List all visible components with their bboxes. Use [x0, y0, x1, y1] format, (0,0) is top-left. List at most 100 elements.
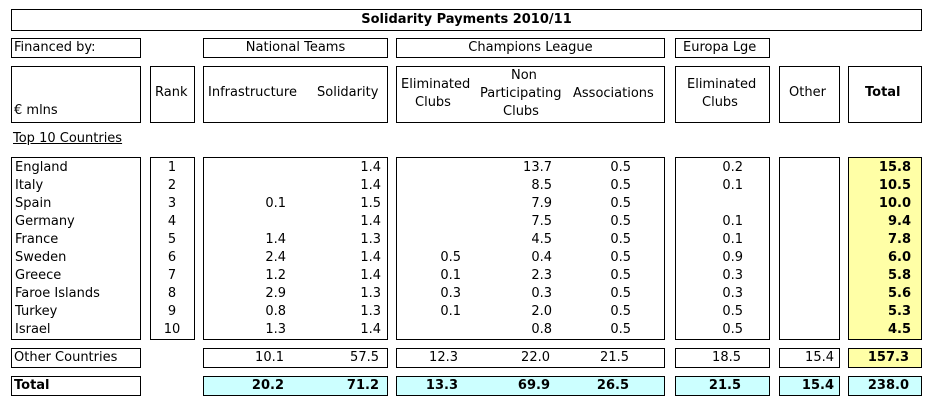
cell-cl-elim: 0.3 — [440, 286, 461, 301]
other-countries-cl-nonpart: 22.0 — [521, 350, 550, 365]
other-header: Other — [779, 66, 840, 123]
table-title: Solidarity Payments 2010/11 — [11, 9, 922, 31]
cell-solid: 1.4 — [360, 268, 381, 283]
cell-assoc: 0.5 — [610, 232, 631, 247]
other-countries-label-box: Other Countries — [11, 348, 141, 368]
grand-total-total-box: 238.0 — [848, 376, 922, 396]
grand-total-national-box: 20.2 71.2 — [203, 376, 388, 396]
cell-cl-nonpart: 4.5 — [531, 232, 552, 247]
cell-total: 6.0 — [887, 250, 911, 265]
cell-cl-elim: 0.1 — [440, 304, 461, 319]
grand-total-infra: 20.2 — [251, 378, 284, 393]
cell-rank: 2 — [167, 178, 177, 193]
cell-cl-nonpart: 2.0 — [531, 304, 552, 319]
cell-el-elim: 0.9 — [722, 250, 743, 265]
grand-total-total: 238.0 — [867, 378, 909, 393]
cell-total: 10.0 — [878, 196, 911, 211]
group-national-teams: National Teams — [203, 38, 388, 58]
other-countries-total: 157.3 — [867, 350, 909, 365]
cell-infra: 0.8 — [265, 304, 286, 319]
cell-country: Spain — [15, 196, 52, 211]
cell-cl-nonpart: 0.4 — [531, 250, 552, 265]
el-eliminated-line2: Clubs — [702, 95, 738, 110]
grand-total-cl-box: 13.3 69.9 26.5 — [396, 376, 665, 396]
cell-country: Sweden — [15, 250, 67, 265]
other-countries-national-box: 10.1 57.5 — [203, 348, 388, 368]
cell-infra: 1.4 — [265, 232, 286, 247]
cell-rank: 5 — [167, 232, 177, 247]
cell-cl-nonpart: 13.7 — [523, 160, 552, 175]
other-header-text: Other — [789, 85, 826, 100]
group-champions-league-text: Champions League — [468, 40, 593, 55]
group-national-teams-text: National Teams — [245, 40, 346, 55]
national-teams-header: Infrastructure Solidarity — [203, 66, 388, 123]
other-countries-cl-box: 12.3 22.0 21.5 — [396, 348, 665, 368]
cell-rank: 3 — [167, 196, 177, 211]
cell-assoc: 0.5 — [610, 322, 631, 337]
cl-eliminated-line2: Clubs — [415, 95, 451, 110]
europa-lge-header: Eliminated Clubs — [675, 66, 770, 123]
cell-solid: 1.4 — [360, 322, 381, 337]
cell-total: 15.8 — [878, 160, 911, 175]
financed-by-text: Financed by: — [14, 40, 96, 55]
cell-country: Israel — [15, 322, 51, 337]
cl-nonpart-line2: Participating — [480, 86, 562, 101]
cell-infra: 0.1 — [265, 196, 286, 211]
cell-cl-nonpart: 7.9 — [531, 196, 552, 211]
cell-rank: 9 — [167, 304, 177, 319]
other-countries-el-box: 18.5 — [675, 348, 770, 368]
grand-total-el-elim: 21.5 — [708, 378, 741, 393]
champions-league-header: Eliminated Clubs Non Participating Clubs… — [396, 66, 665, 123]
other-countries-cl-elim: 12.3 — [429, 350, 458, 365]
grand-total-label: Total — [14, 378, 50, 393]
el-eliminated-line1: Eliminated — [687, 77, 757, 92]
other-countries-el-elim: 18.5 — [712, 350, 741, 365]
other-countries-infra: 10.1 — [255, 350, 284, 365]
cell-assoc: 0.5 — [610, 250, 631, 265]
cell-country: Turkey — [15, 304, 58, 319]
cell-infra: 1.2 — [265, 268, 286, 283]
other-countries-other-box: 15.4 — [779, 348, 840, 368]
other-countries-assoc: 21.5 — [600, 350, 629, 365]
cell-solid: 1.4 — [360, 250, 381, 265]
rank-column — [150, 157, 195, 340]
solidarity-header-text: Solidarity — [317, 85, 379, 100]
cell-infra: 2.4 — [265, 250, 286, 265]
cell-assoc: 0.5 — [610, 178, 631, 193]
cell-rank: 4 — [167, 214, 177, 229]
countries-column — [11, 157, 141, 340]
other-countries-solid: 57.5 — [350, 350, 379, 365]
cell-country: Germany — [15, 214, 75, 229]
cell-assoc: 0.5 — [610, 196, 631, 211]
cell-el-elim: 0.3 — [722, 268, 743, 283]
cell-cl-nonpart: 0.8 — [531, 322, 552, 337]
total-header: Total — [848, 66, 922, 123]
rank-header: Rank — [150, 66, 195, 123]
cell-cl-nonpart: 2.3 — [531, 268, 552, 283]
cell-solid: 1.4 — [360, 214, 381, 229]
cell-solid: 1.3 — [360, 232, 381, 247]
cl-nonpart-line3: Clubs — [503, 104, 539, 119]
cell-cl-nonpart: 7.5 — [531, 214, 552, 229]
cell-el-elim: 0.1 — [722, 232, 743, 247]
cell-infra: 2.9 — [265, 286, 286, 301]
cell-solid: 1.5 — [360, 196, 381, 211]
section-label: Top 10 Countries — [13, 131, 123, 146]
cell-cl-elim: 0.1 — [440, 268, 461, 283]
cell-total: 5.3 — [887, 304, 911, 319]
cell-assoc: 0.5 — [610, 214, 631, 229]
financed-by-label: Financed by: — [11, 38, 141, 58]
group-europa-lge: Europa Lge — [675, 38, 770, 58]
cell-assoc: 0.5 — [610, 286, 631, 301]
unit-header: € mlns — [11, 66, 141, 123]
cell-country: England — [15, 160, 68, 175]
cell-total: 5.8 — [887, 268, 911, 283]
cell-rank: 8 — [167, 286, 177, 301]
cell-country: Italy — [15, 178, 44, 193]
cell-rank: 1 — [167, 160, 177, 175]
unit-header-text: € mlns — [14, 103, 58, 118]
cell-assoc: 0.5 — [610, 268, 631, 283]
rank-header-text: Rank — [155, 85, 188, 100]
cell-total: 4.5 — [887, 322, 911, 337]
cell-country: Faroe Islands — [15, 286, 100, 301]
